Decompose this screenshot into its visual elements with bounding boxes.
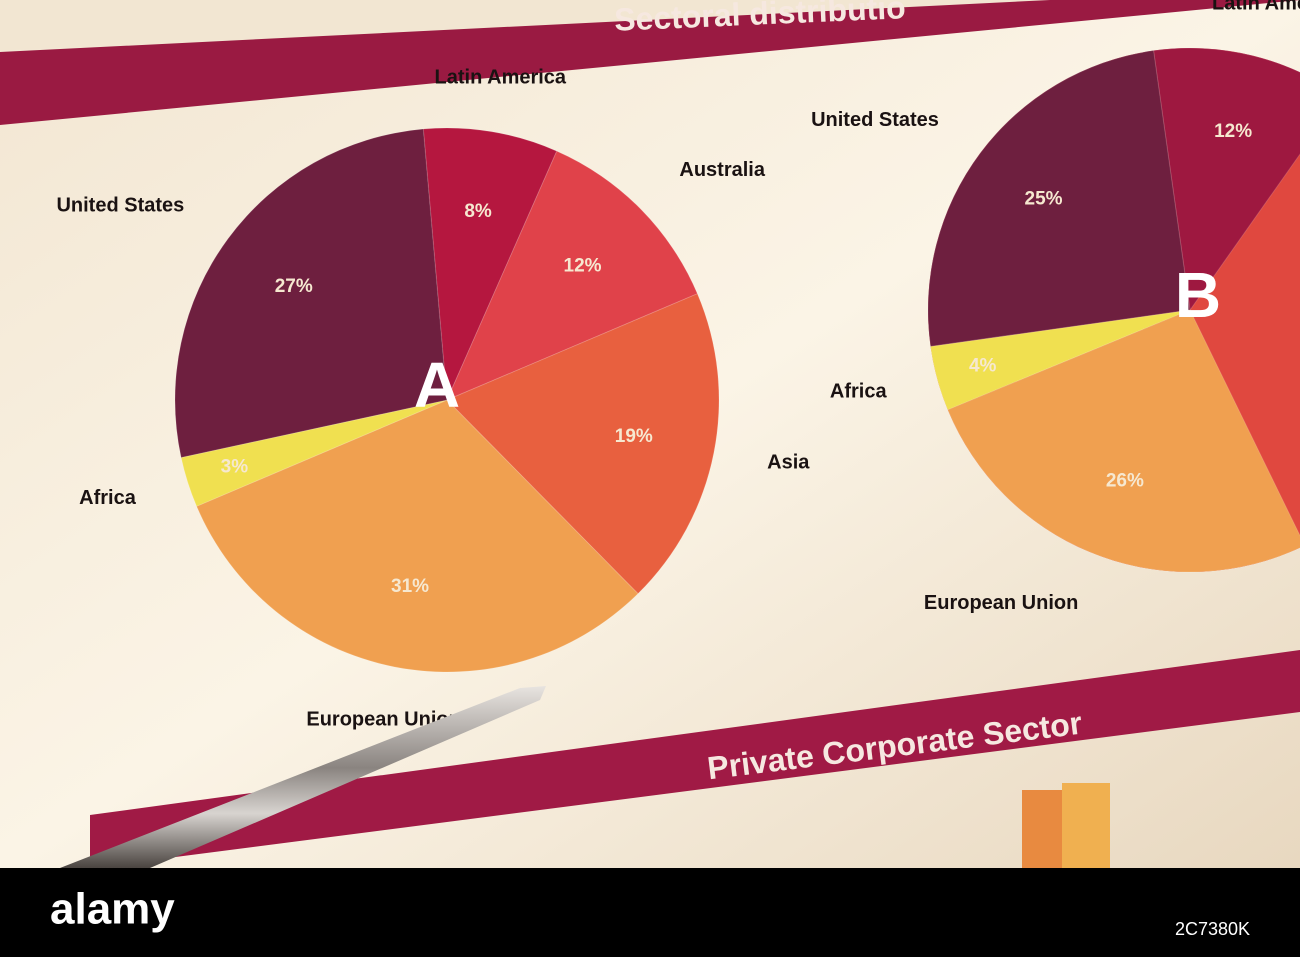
pie-slice [929,309,1191,411]
banner-band [90,650,1300,868]
pie-slice [422,127,558,401]
pie-slice [174,128,448,459]
bar-fragment [1062,783,1110,868]
charts: 8% Latin America 12% Australia 19% Asia 31% Eur… [56,0,1300,730]
value-label: 25% [1025,189,1063,210]
pie-slice [180,399,448,507]
value-label: 3% [221,456,249,477]
value-label: 26% [1106,470,1144,491]
category-label: Asia [767,452,810,474]
footer-logo: alamy [50,885,175,934]
pie-label: A [414,349,460,421]
value-label: 27% [275,276,313,297]
value-label: 19% [615,426,653,447]
category-label: Latin America [435,66,567,88]
category-label: European Union [924,592,1078,614]
category-label: Latin Amer [1212,0,1300,15]
category-label: Australia [679,159,765,181]
category-label: European Union [306,708,460,730]
value-label: 8% [464,201,492,222]
value-label: 4% [969,355,997,376]
category-label: United States [56,195,184,217]
pie-slice [927,49,1191,348]
pie-label: B [1175,259,1221,331]
footer-image-id: 2C7380K [1175,919,1250,939]
pie-slice [1152,47,1300,312]
pie-slice [446,293,720,595]
category-label: Africa [79,487,137,509]
category-label: United States [811,109,939,131]
value-label: 31% [391,576,429,597]
pen [60,686,546,868]
bar-fragment [1022,790,1062,868]
category-label: Africa [830,381,888,403]
pie-slice [947,309,1300,573]
footer-bar [0,868,1300,957]
header-band [0,0,1300,125]
value-label: 12% [564,255,602,276]
pie-slice [446,150,699,401]
value-label: 12% [1214,121,1252,142]
pie-slice [195,399,639,673]
